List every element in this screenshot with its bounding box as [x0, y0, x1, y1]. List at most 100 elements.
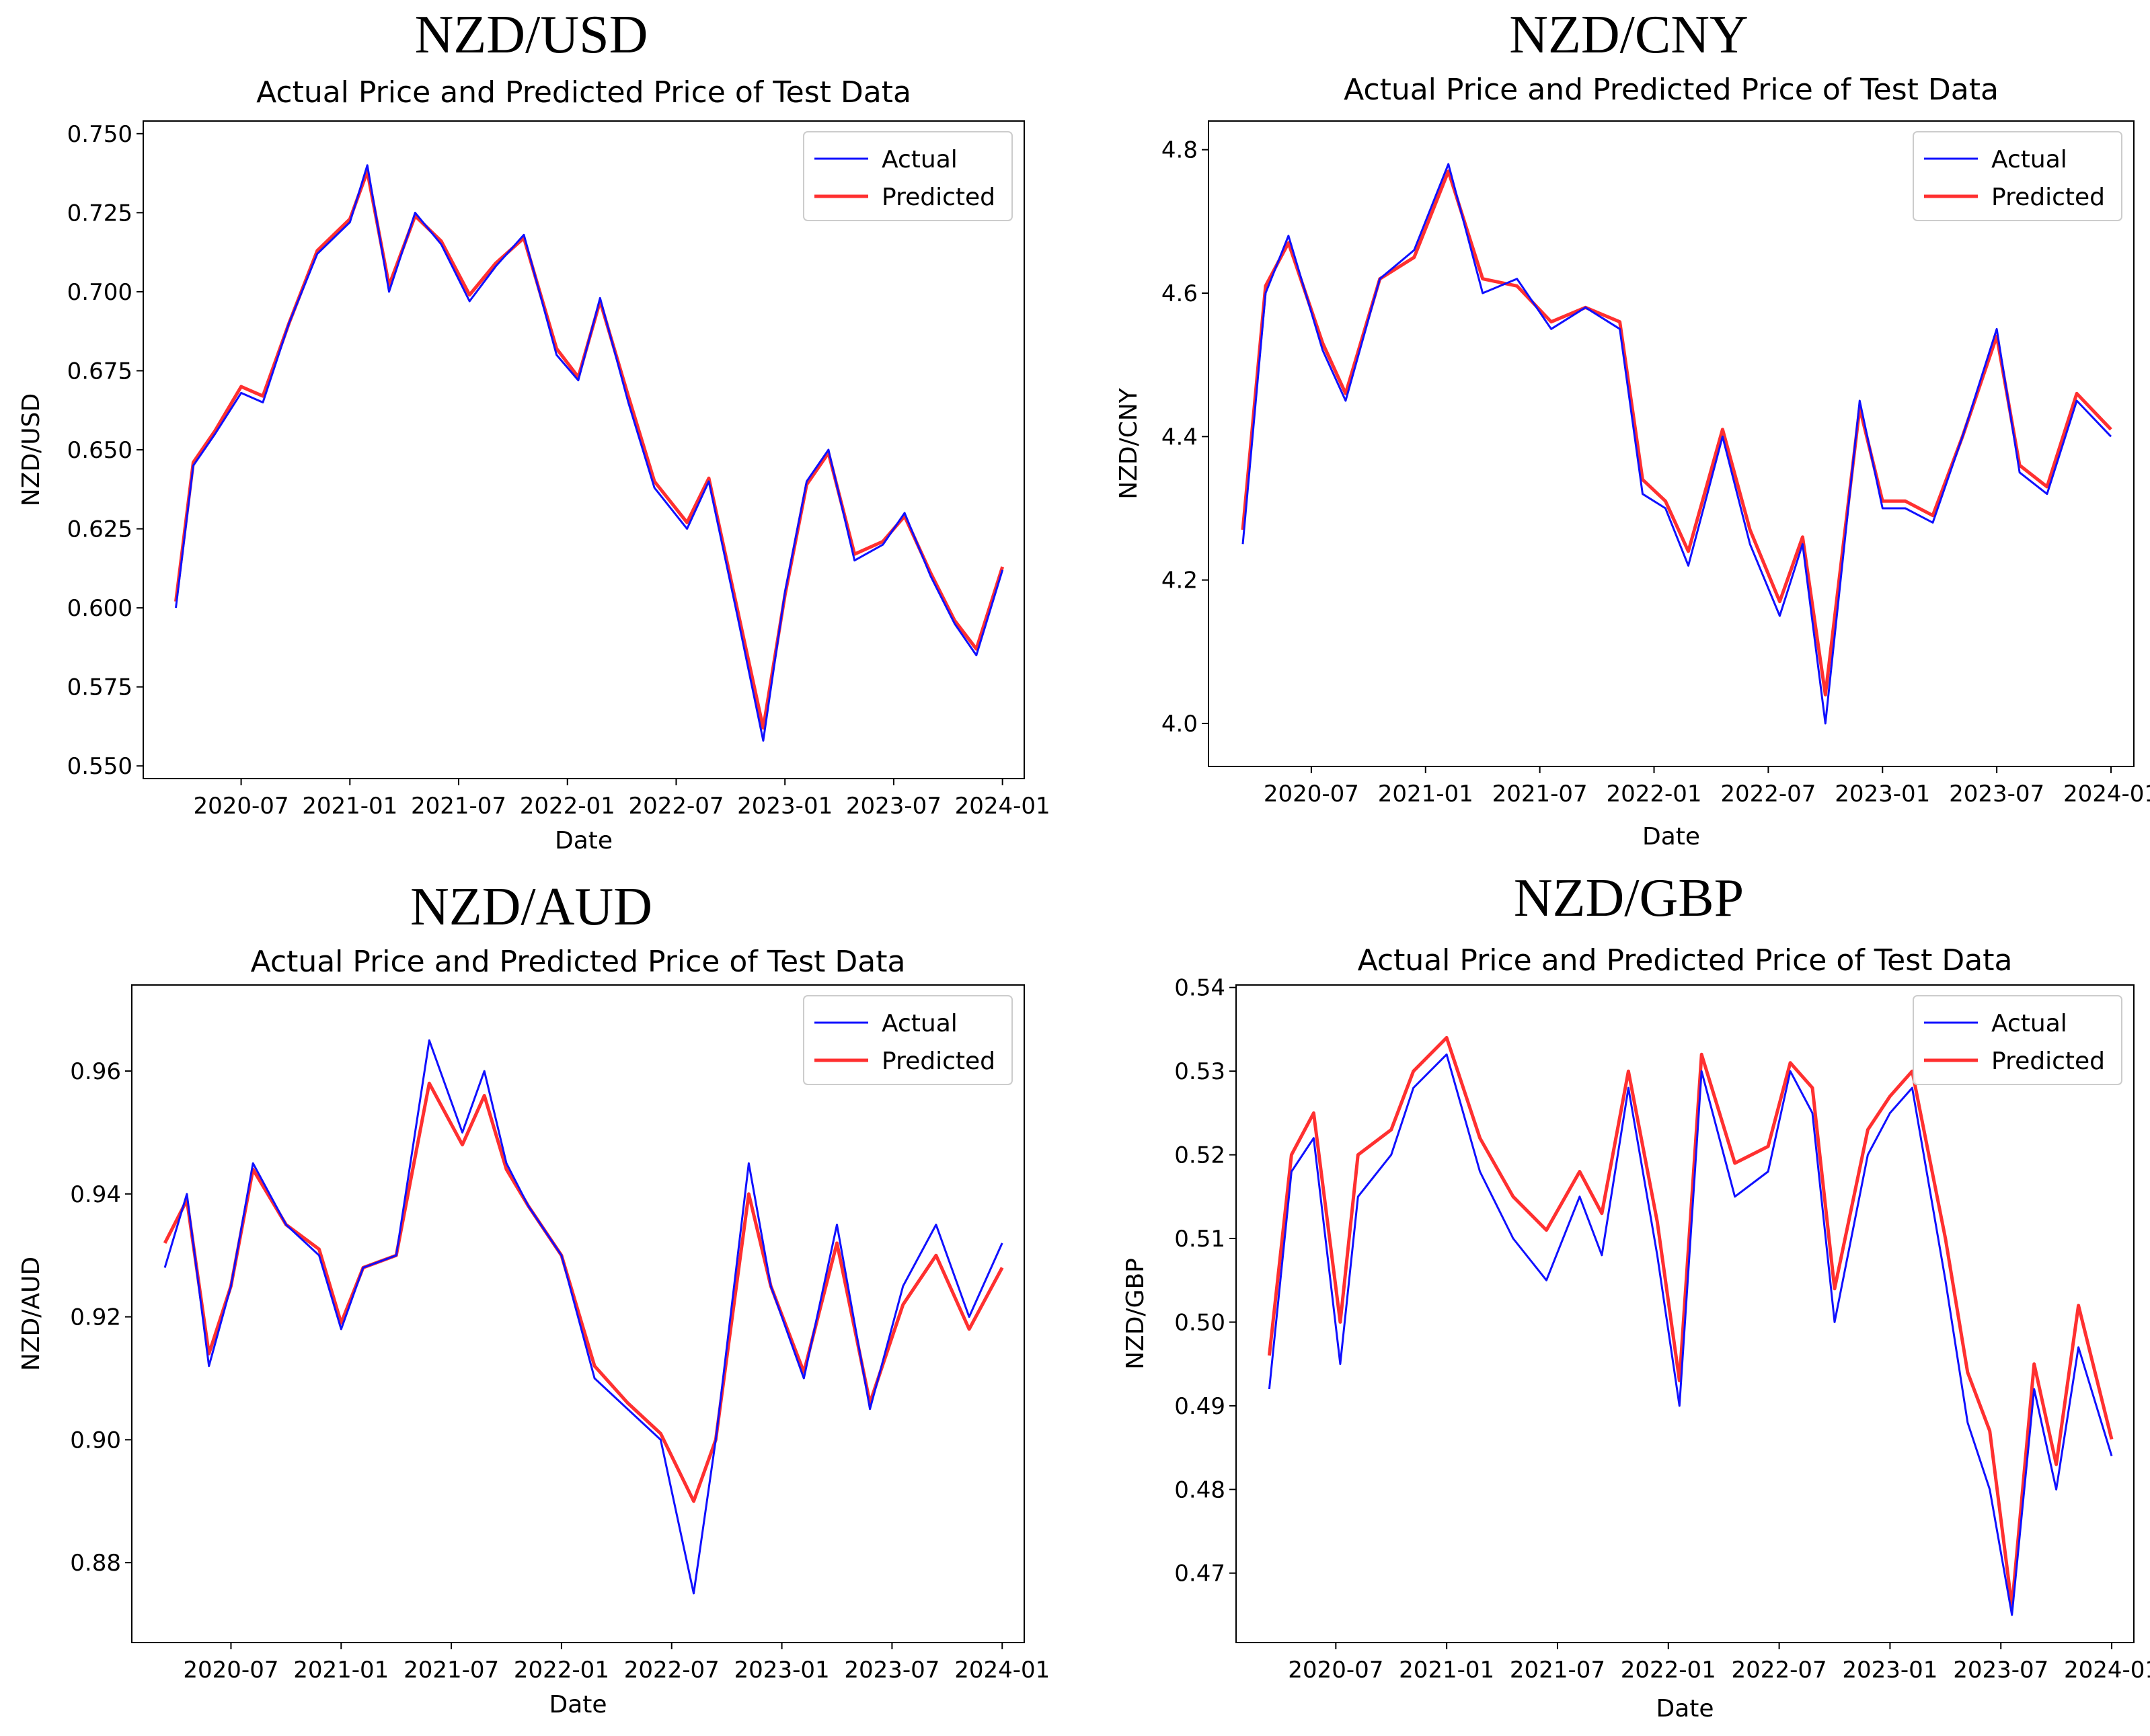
- x-tick-label: 2020-07: [1264, 781, 1359, 807]
- legend: Actual Predicted: [1913, 131, 2122, 221]
- legend-label-actual: Actual: [882, 146, 958, 173]
- y-tick-label: 0.92: [70, 1304, 121, 1331]
- chart-title: Actual Price and Predicted Price of Test…: [251, 945, 906, 979]
- y-tick-label: 0.550: [67, 753, 132, 780]
- legend-box: [1913, 995, 2122, 1085]
- x-tick-label: 2022-01: [520, 793, 615, 820]
- y-tick-label: 0.600: [67, 595, 132, 622]
- y-tick-label: 0.90: [70, 1427, 121, 1454]
- x-axis-label: Date: [549, 1691, 607, 1719]
- x-tick-label: 2021-01: [1399, 1657, 1494, 1684]
- y-tick-label: 0.53: [1174, 1058, 1225, 1085]
- y-tick-label: 4.4: [1161, 424, 1198, 450]
- x-tick-label: 2023-07: [1949, 781, 2044, 807]
- y-tick-label: 0.49: [1174, 1393, 1225, 1420]
- figure-title: NZD/AUD: [410, 877, 652, 937]
- y-tick-label: 0.47: [1174, 1561, 1225, 1587]
- x-tick-label: 2020-07: [183, 1657, 278, 1684]
- legend-box: [803, 995, 1013, 1085]
- x-tick-label: 2024-01: [954, 1657, 1050, 1684]
- series-line-actual: [1268, 1053, 2113, 1616]
- legend-label-predicted: Predicted: [1991, 184, 2105, 211]
- x-tick-label: 2022-07: [624, 1657, 720, 1684]
- x-tick-label: 2023-01: [734, 1657, 830, 1684]
- x-tick-label: 2024-01: [2063, 781, 2150, 807]
- x-tick-label: 2021-01: [1378, 781, 1473, 807]
- x-axis-label: Date: [555, 827, 613, 855]
- y-tick-label: 0.54: [1174, 975, 1225, 1002]
- x-tick-label: 2021-01: [302, 793, 397, 820]
- x-tick-label: 2022-01: [1606, 781, 1701, 807]
- chart-title: Actual Price and Predicted Price of Test…: [256, 75, 911, 110]
- x-tick-label: 2024-01: [955, 793, 1050, 820]
- y-tick-label: 0.725: [67, 200, 132, 227]
- y-axis-label: NZD/AUD: [17, 1257, 45, 1371]
- y-tick-label: 4.0: [1161, 711, 1198, 738]
- axes-frame: [1208, 120, 2135, 767]
- y-tick-label: 4.6: [1161, 280, 1198, 307]
- series-line-predicted: [1267, 1035, 2114, 1608]
- y-tick-label: 0.575: [67, 674, 132, 701]
- legend-box: [1913, 131, 2122, 221]
- axes-frame: [1235, 984, 2135, 1643]
- legend-label-predicted: Predicted: [1991, 1048, 2105, 1075]
- x-tick-label: 2022-01: [514, 1657, 609, 1684]
- y-tick-label: 0.48: [1174, 1476, 1225, 1503]
- y-tick-label: 0.94: [70, 1181, 121, 1208]
- series-line-predicted: [174, 169, 1005, 730]
- y-axis-label: NZD/CNY: [1115, 387, 1143, 500]
- x-tick-label: 2021-07: [404, 1657, 499, 1684]
- legend-label-actual: Actual: [882, 1010, 958, 1037]
- legend-label-predicted: Predicted: [882, 184, 995, 211]
- legend-label-actual: Actual: [1991, 146, 2067, 173]
- x-tick-label: 2020-07: [1288, 1657, 1383, 1684]
- y-tick-label: 0.51: [1174, 1226, 1225, 1253]
- x-tick-label: 2024-01: [2064, 1657, 2150, 1684]
- x-tick-label: 2023-01: [1835, 781, 1930, 807]
- chart-panel-4: NZD/GBP Actual Price and Predicted Price …: [1122, 869, 2150, 1723]
- x-tick-label: 2022-07: [1720, 781, 1816, 807]
- legend-box: [803, 131, 1013, 221]
- x-tick-label: 2021-07: [1492, 781, 1588, 807]
- y-tick-label: 0.625: [67, 516, 132, 543]
- legend-label-predicted: Predicted: [882, 1048, 995, 1075]
- y-tick-label: 4.2: [1161, 567, 1198, 594]
- y-tick-label: 0.88: [70, 1550, 121, 1577]
- axes-frame: [131, 984, 1025, 1643]
- x-tick-label: 2022-01: [1621, 1657, 1716, 1684]
- y-tick-label: 0.52: [1174, 1142, 1225, 1169]
- y-tick-label: 4.8: [1161, 137, 1198, 164]
- y-tick-label: 0.96: [70, 1058, 121, 1085]
- series-line-actual: [175, 164, 1004, 742]
- chart-panel-1: NZD/USD Actual Price and Predicted Price …: [17, 5, 1050, 855]
- x-axis-label: Date: [1642, 823, 1700, 851]
- x-tick-label: 2021-07: [1510, 1657, 1605, 1684]
- y-tick-label: 0.50: [1174, 1309, 1225, 1336]
- x-tick-label: 2022-07: [628, 793, 724, 820]
- y-tick-label: 0.700: [67, 279, 132, 306]
- chart-title: Actual Price and Predicted Price of Test…: [1344, 73, 1999, 107]
- y-tick-label: 0.750: [67, 121, 132, 148]
- x-tick-label: 2021-07: [411, 793, 506, 820]
- y-axis-label: NZD/GBP: [1122, 1258, 1149, 1370]
- chart-panel-2: NZD/CNY Actual Price and Predicted Price …: [1115, 5, 2150, 851]
- x-tick-label: 2020-07: [194, 793, 289, 820]
- figure-title: NZD/GBP: [1514, 869, 1744, 928]
- y-tick-label: 0.675: [67, 358, 132, 385]
- series-line-predicted: [163, 1081, 1004, 1503]
- x-tick-label: 2021-01: [293, 1657, 389, 1684]
- series-line-actual: [1241, 163, 2112, 725]
- chart-panel-3: NZD/AUD Actual Price and Predicted Price …: [17, 877, 1050, 1719]
- legend: Actual Predicted: [803, 131, 1013, 221]
- x-axis-label: Date: [1656, 1695, 1714, 1723]
- legend: Actual Predicted: [1913, 995, 2122, 1085]
- y-tick-label: 0.650: [67, 437, 132, 464]
- x-tick-label: 2023-07: [846, 793, 942, 820]
- x-tick-label: 2023-01: [737, 793, 833, 820]
- x-tick-label: 2023-07: [844, 1657, 939, 1684]
- x-tick-label: 2022-07: [1732, 1657, 1827, 1684]
- series-line-actual: [163, 1039, 1003, 1595]
- legend: Actual Predicted: [803, 995, 1013, 1085]
- x-tick-label: 2023-01: [1842, 1657, 1937, 1684]
